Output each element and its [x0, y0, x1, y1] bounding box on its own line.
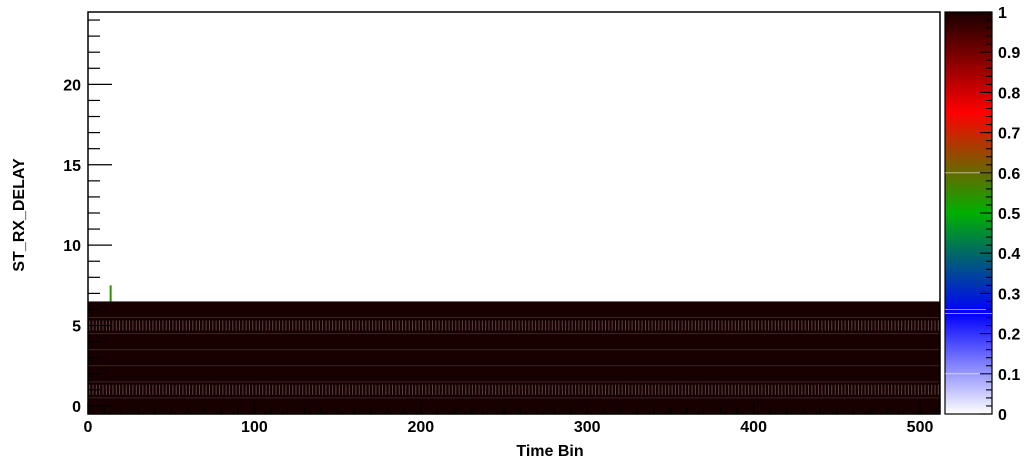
- heatmap-row-4: [88, 333, 940, 350]
- y-tick-label: 20: [63, 77, 81, 94]
- x-tick-label: 500: [907, 419, 934, 436]
- z-tick-label: 0.1: [998, 367, 1020, 384]
- z-tick-label: 0.2: [998, 327, 1020, 344]
- y-axis-title: ST_RX_DELAY: [11, 158, 28, 272]
- z-tick-label: 0.5: [998, 206, 1020, 223]
- heatmap-row-6: [88, 301, 940, 318]
- x-axis: 0 100 200 300 400 500: [84, 402, 938, 436]
- z-tick-label: 0.6: [998, 166, 1020, 183]
- heatmap-row-0: [88, 397, 940, 414]
- y-tick-label: 0: [72, 399, 81, 416]
- heatmap-row-5: [88, 317, 940, 334]
- z-tick-label: 0.9: [998, 45, 1020, 62]
- heatmap-outlier-0: [109, 285, 112, 302]
- z-tick-label: 0.4: [998, 246, 1020, 263]
- x-axis-title: Time Bin: [516, 443, 583, 459]
- z-axis: 0 0.1 0.2 0.3 0.4 0.5 0.6 0.7 0.8 0.9 1: [980, 5, 1020, 424]
- y-axis: 0 5 10 15 20: [63, 19, 112, 416]
- z-tick-label: 1: [998, 5, 1007, 22]
- x-tick-label: 400: [740, 419, 767, 436]
- y-tick-label: 15: [63, 158, 81, 175]
- x-tick-label: 200: [407, 419, 434, 436]
- heatmap-row-2: [88, 365, 940, 382]
- heatmap-row-1: [88, 381, 940, 398]
- z-tick-label: 0.7: [998, 126, 1020, 143]
- y-tick-label: 5: [72, 319, 81, 336]
- y-tick-label: 10: [63, 238, 81, 255]
- heatmap-row-3: [88, 349, 940, 366]
- x-tick-label: 300: [574, 419, 601, 436]
- z-tick-label: 0.3: [998, 286, 1020, 303]
- z-tick-label: 0: [998, 407, 1007, 424]
- x-tick-label: 0: [84, 419, 93, 436]
- x-tick-label: 100: [241, 419, 268, 436]
- z-tick-label: 0.8: [998, 85, 1020, 102]
- heatmap-cells: [88, 301, 940, 415]
